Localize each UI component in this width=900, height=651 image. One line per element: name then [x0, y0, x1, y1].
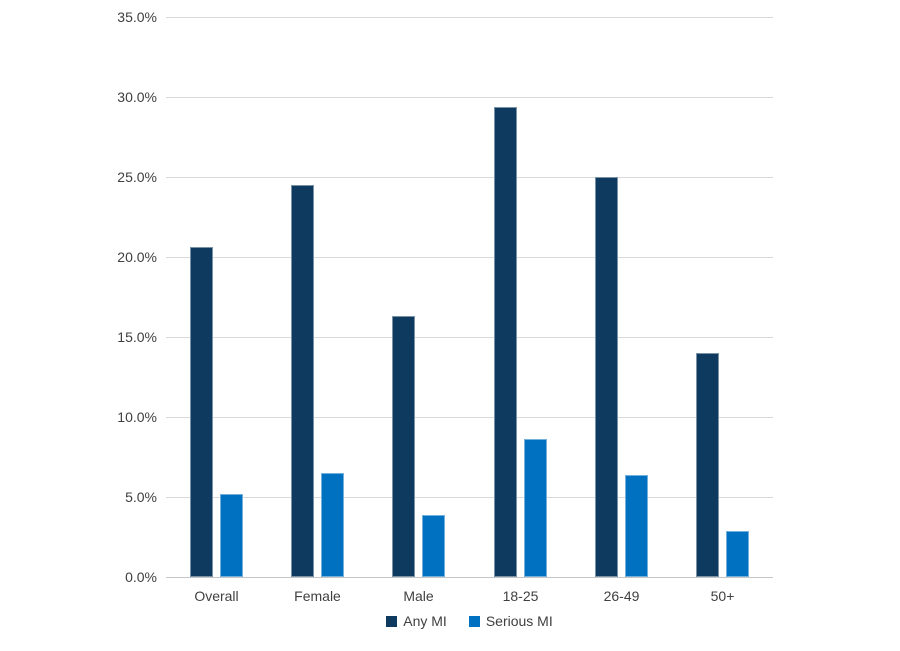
bar-serious-mi [422, 515, 445, 577]
bar-serious-mi [625, 475, 648, 577]
gridline [166, 417, 773, 418]
bar-serious-mi [321, 473, 344, 577]
bar-serious-mi [524, 439, 547, 577]
chart-legend: Any MI Serious MI [166, 614, 773, 628]
x-category-label: 26-49 [603, 588, 640, 604]
y-axis-tick-label: 35.0% [117, 9, 157, 25]
bar-any-mi [291, 185, 314, 577]
gridline [166, 177, 773, 178]
bar-any-mi [392, 316, 415, 577]
bar-any-mi [190, 247, 213, 577]
y-axis-tick-label: 0.0% [125, 569, 157, 585]
gridline [166, 497, 773, 498]
gridline [166, 17, 773, 18]
legend-swatch-serious-mi [468, 615, 480, 627]
legend-label-serious-mi: Serious MI [485, 613, 553, 629]
bar-any-mi [696, 353, 719, 577]
bar-serious-mi [726, 531, 749, 577]
y-axis-tick-label: 20.0% [117, 249, 157, 265]
legend-swatch-any-mi [386, 615, 398, 627]
x-category-label: Overall [194, 588, 239, 604]
gridline [166, 337, 773, 338]
x-category-label: 50+ [710, 588, 735, 604]
bar-serious-mi [220, 494, 243, 577]
legend-label-any-mi: Any MI [403, 613, 447, 629]
y-axis-tick-label: 10.0% [117, 409, 157, 425]
y-axis-tick-label: 15.0% [117, 329, 157, 345]
gridline [166, 97, 773, 98]
gridline [166, 257, 773, 258]
legend-item-serious-mi: Serious MI [468, 613, 553, 629]
x-category-label: Male [403, 588, 434, 604]
x-category-label: 18-25 [502, 588, 539, 604]
bar-any-mi [595, 177, 618, 577]
y-axis-tick-label: 30.0% [117, 89, 157, 105]
y-axis-tick-label: 25.0% [117, 169, 157, 185]
x-axis-line [166, 577, 773, 578]
bar-any-mi [494, 107, 517, 577]
legend-item-any-mi: Any MI [386, 614, 447, 628]
x-category-label: Female [294, 588, 341, 604]
y-axis-tick-label: 5.0% [125, 489, 157, 505]
